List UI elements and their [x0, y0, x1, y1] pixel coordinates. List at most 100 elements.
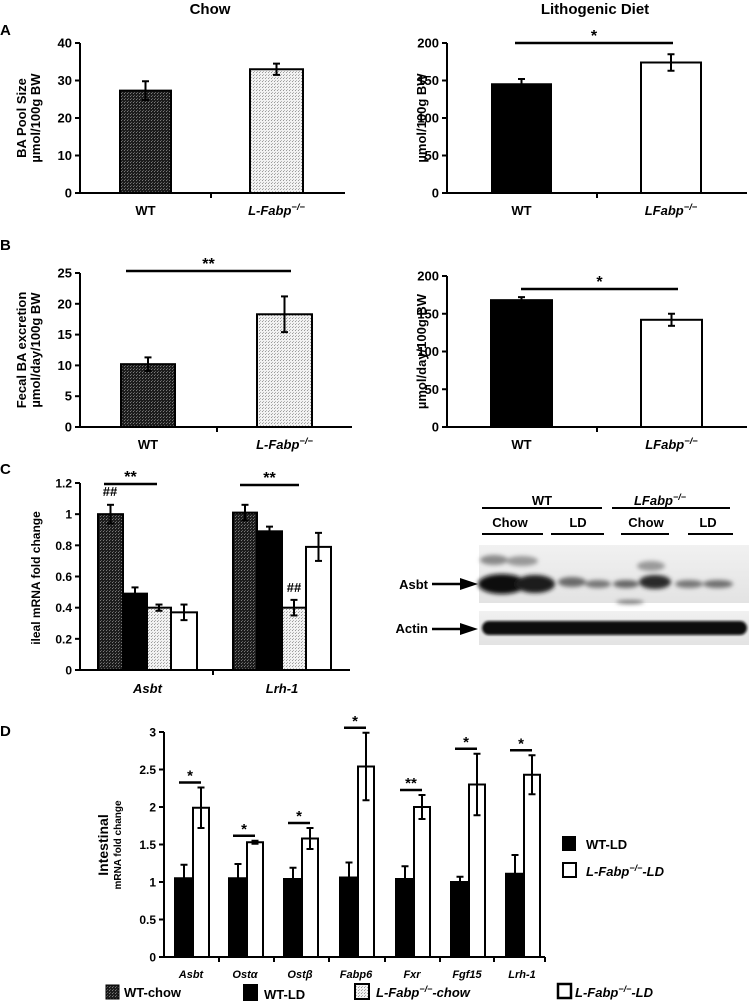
y-axis-title: Intestinal mRNA fold change — [95, 800, 124, 890]
y-tick-label: 0 — [65, 420, 72, 435]
y-tick-label: 0 — [432, 420, 439, 435]
x-tick-label: WT — [511, 203, 531, 218]
y-tick-label: 0 — [65, 186, 72, 201]
bar-WT-chow — [97, 513, 124, 672]
y-tick-label: 30 — [58, 73, 72, 88]
y-tick-label: 1.2 — [55, 477, 72, 491]
bar-0 — [490, 299, 553, 428]
significance-label: ** — [124, 469, 137, 486]
blot-lane-lfabp-ld: LD — [699, 515, 716, 530]
y-tick-label: 1 — [65, 508, 72, 522]
panel-label-d: D — [0, 723, 11, 740]
significance-label: * — [463, 734, 469, 751]
bar-lfabp-ld — [523, 773, 541, 958]
arrow-right-icon — [432, 623, 478, 635]
significance-label: * — [241, 821, 247, 838]
y-tick-label: 0.8 — [55, 539, 72, 553]
y-tick-label: 100 — [417, 111, 439, 126]
y-tick-label: 20 — [58, 111, 72, 126]
bar-lfabp-ld — [413, 806, 431, 958]
y-tick-label: 0.4 — [55, 601, 72, 615]
y-tick-label: 50 — [425, 382, 439, 397]
panel-label-c: C — [0, 461, 11, 478]
y-tick-label: 1.5 — [139, 838, 156, 852]
x-tick-label: Ostα — [232, 969, 258, 981]
chart-a-ld: 0 50 100 150 200 WT LFabp−/− µmol/100g BW * — [414, 28, 747, 218]
legend-d: WT-LD L-Fabp−/−-LD — [562, 836, 665, 879]
x-tick-label: L-Fabp−/− — [256, 436, 313, 452]
bar-L-Fabp−/−-LD — [170, 611, 198, 672]
bar-lfabp-ld — [192, 806, 210, 958]
y-tick-label: 0 — [149, 951, 156, 965]
significance-label: ** — [263, 470, 276, 487]
bar-WT-LD — [122, 592, 148, 671]
arrow-right-icon — [432, 578, 478, 590]
chart-a-chow: 0 10 20 30 40 WT L-Fabp−/− BA Pool Sizeµmol/100… — [14, 36, 345, 218]
bar-wt-ld — [450, 881, 470, 958]
panel-label-b: B — [0, 237, 11, 254]
significance-label: * — [296, 808, 302, 825]
y-tick-label: 3 — [149, 726, 156, 740]
legend-swatch-wt-ld — [243, 984, 258, 1001]
legend-bottom: WT-chow WT-LD L-Fabp−/−-chow L-Fabp−/−-L… — [105, 982, 654, 1001]
x-tick-label: Ostβ — [287, 969, 312, 981]
legend-swatch-lfabp-ld — [556, 982, 573, 1000]
hash-annotation: ## — [287, 580, 302, 595]
y-tick-label: 100 — [417, 344, 439, 359]
y-axis-title: µmol/100g BW — [414, 73, 429, 163]
legend-label-wt-ld: WT-LD — [586, 837, 627, 852]
panel-label-a: A — [0, 22, 11, 39]
chart-c: 0 0.2 0.4 0.6 0.8 1 1.2 Asbt Lrh-1 ileal mRNA fol… — [29, 469, 350, 696]
legend-label-lfabp-ld: L-Fabp−/−-LD — [575, 984, 654, 1000]
bar-1 — [640, 61, 702, 194]
x-tick-label: Fgf15 — [452, 969, 482, 981]
bar-WT-chow — [232, 511, 258, 671]
x-tick-label: WT — [135, 203, 155, 218]
legend-label-wt-ld: WT-LD — [264, 987, 305, 1001]
bar-0 — [120, 363, 176, 428]
y-tick-label: 10 — [58, 358, 72, 373]
blot-lane-lfabp-chow: Chow — [628, 515, 664, 530]
x-tick-label: Fxr — [403, 969, 421, 981]
x-tick-label: LFabp−/− — [645, 202, 698, 218]
x-tick-label: Lrh-1 — [508, 969, 536, 981]
legend-label-lfabp-chow: L-Fabp−/−-chow — [376, 984, 471, 1000]
y-tick-label: 25 — [58, 266, 72, 281]
blot-lane-wt-chow: Chow — [492, 515, 528, 530]
y-tick-label: 0.5 — [139, 913, 156, 927]
y-tick-label: 150 — [417, 306, 439, 321]
y-tick-label: 5 — [65, 389, 72, 404]
y-tick-label: 20 — [58, 296, 72, 311]
bar-L-Fabp−/−-chow — [281, 606, 307, 672]
bar-lfabp-ld — [246, 841, 264, 958]
x-tick-label: LFabp−/− — [645, 436, 698, 452]
bar-L-Fabp−/−-LD — [305, 545, 332, 671]
y-axis-title: µmol/day/100g BW — [414, 293, 429, 409]
blot-asbt-membrane — [479, 545, 749, 603]
y-tick-label: 0.2 — [55, 632, 72, 646]
significance-label: * — [591, 28, 598, 45]
x-tick-label: Asbt — [132, 681, 163, 696]
bar-L-Fabp−/−-chow — [146, 606, 172, 672]
y-tick-label: 0 — [432, 186, 439, 201]
y-tick-label: 150 — [417, 73, 439, 88]
y-tick-label: 2.5 — [139, 763, 156, 777]
legend-label-lfabp-ld: L-Fabp−/−-LD — [586, 863, 665, 879]
x-tick-label: Asbt — [178, 969, 205, 981]
legend-swatch-wt-chow — [105, 984, 120, 1000]
title-lithogenic-diet: Lithogenic Diet — [541, 1, 649, 18]
x-tick-label: L-Fabp−/− — [248, 202, 305, 218]
y-tick-label: 200 — [417, 36, 439, 51]
y-tick-label: 15 — [58, 327, 72, 342]
bar-1 — [249, 68, 304, 194]
legend-swatch-lfabp-chow — [354, 983, 370, 1000]
y-tick-label: 10 — [58, 148, 72, 163]
y-tick-label: 40 — [58, 36, 72, 51]
x-tick-label: WT — [511, 437, 531, 452]
y-tick-label: 1 — [149, 876, 156, 890]
bar-WT-LD — [256, 530, 283, 672]
significance-label: ** — [405, 775, 417, 792]
x-tick-label: WT — [138, 437, 158, 452]
